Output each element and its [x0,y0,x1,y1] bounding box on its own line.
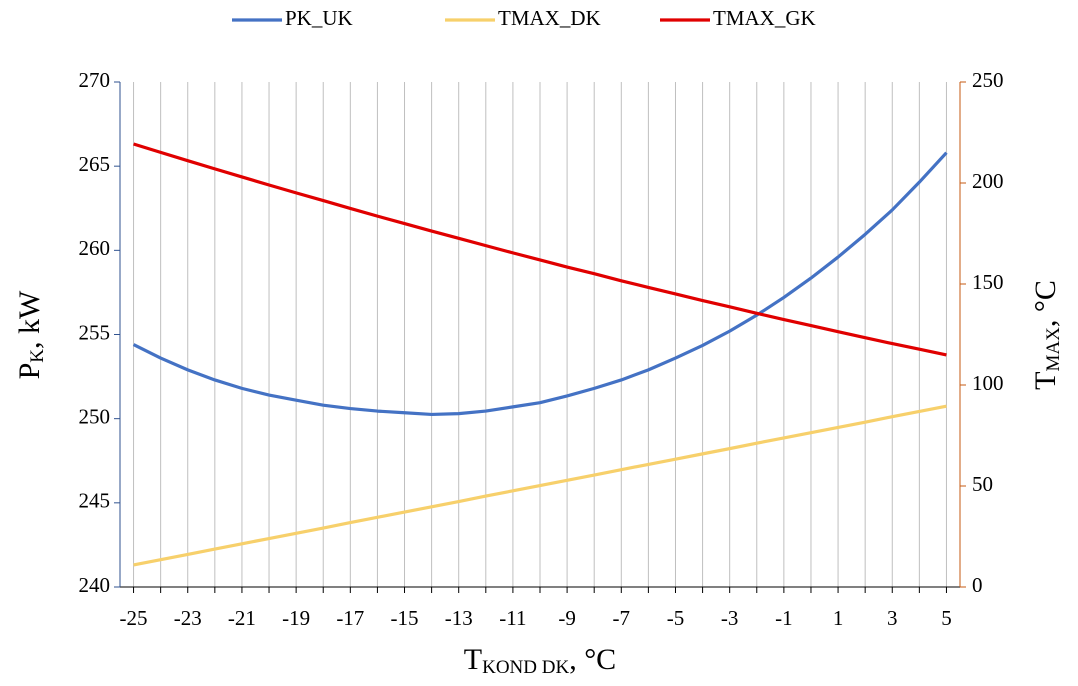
y2-label-main: T [1029,372,1062,390]
x-tick-label: 1 [833,606,844,630]
y2-tick-label: 150 [972,270,1004,294]
y-tick-label: 265 [79,152,111,176]
legend-label: TMAX_GK [713,6,816,30]
x-axis-label: TKOND DK, °C [464,643,616,678]
y-tick-label: 240 [79,573,111,597]
x-label-rest: , °C [569,643,616,676]
x-tick-label: 3 [887,606,898,630]
y-label-main: P [13,363,46,380]
x-tick-label: -11 [499,606,526,630]
x-tick-label: -21 [228,606,256,630]
y-label-sub: K [27,349,48,363]
y-tick-label: 245 [79,489,111,513]
y2-tick-label: 0 [972,573,983,597]
x-tick-label: -3 [721,606,739,630]
y2-label-sub: MAX [1043,327,1064,372]
x-tick-label: -5 [667,606,685,630]
x-tick-label: -19 [282,606,310,630]
x-tick-label: -25 [120,606,148,630]
x-tick-label: -15 [391,606,419,630]
x-tick-label: -1 [775,606,793,630]
y2-tick-label: 100 [972,371,1004,395]
series-line [133,142,947,357]
y2-axis-label: TMAX, °C [1029,280,1064,390]
y-label-rest: , kW [13,290,46,349]
x-tick-label: -17 [336,606,364,630]
y2-tick-label: 250 [972,68,1004,92]
y-tick-label: 250 [79,404,111,428]
x-tick-label: -7 [613,606,631,630]
x-tick-label: -13 [445,606,473,630]
y2-tick-label: 200 [972,169,1004,193]
x-tick-label: -9 [558,606,576,630]
x-label-main: T [464,643,482,676]
y2-tick-label: 50 [972,472,993,496]
y-tick-label: 270 [79,68,111,92]
x-tick-label: 5 [941,606,952,630]
y-tick-label: 260 [79,236,111,260]
y2-label-rest: , °C [1029,280,1062,327]
legend-label: TMAX_DK [498,6,601,30]
x-label-sub: KOND DK [482,657,569,678]
legend-label: PK_UK [285,6,353,30]
y-axis-label: PK, kW [13,290,48,379]
x-tick-label: -23 [174,606,202,630]
series-line [133,404,947,567]
y-tick-label: 255 [79,320,111,344]
series-line [132,151,948,417]
